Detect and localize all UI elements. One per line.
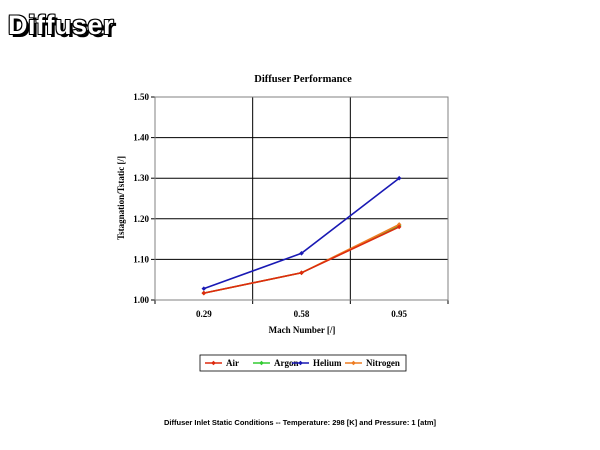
legend-marker-nitrogen bbox=[351, 360, 356, 366]
data-point-helium bbox=[299, 251, 304, 256]
data-point-air bbox=[396, 224, 402, 230]
x-tick-label: 0.58 bbox=[294, 309, 310, 319]
y-tick-labels: 1.00 1.10 1.20 1.30 1.40 1.50 bbox=[133, 92, 149, 305]
x-tick-label: 0.95 bbox=[391, 309, 407, 319]
legend-label-air: Air bbox=[226, 358, 239, 368]
legend-marker-air bbox=[211, 360, 216, 366]
y-tick-label: 1.10 bbox=[133, 254, 149, 264]
y-tick-label: 1.30 bbox=[133, 173, 149, 183]
chart-title: Diffuser Performance bbox=[254, 74, 352, 85]
data-point-air bbox=[201, 290, 207, 296]
legend-label-helium: Helium bbox=[313, 358, 342, 368]
y-tick-label: 1.50 bbox=[133, 92, 149, 102]
series-lines bbox=[201, 175, 402, 296]
y-tick-label: 1.00 bbox=[133, 295, 149, 305]
data-point-helium bbox=[201, 286, 207, 291]
x-tick-label: 0.29 bbox=[196, 309, 212, 319]
plot-border bbox=[154, 96, 449, 301]
plot-area bbox=[155, 97, 448, 300]
legend-label-argon: Argon bbox=[274, 358, 299, 368]
data-point-nitrogen bbox=[396, 222, 402, 227]
legend-marker-argon bbox=[259, 360, 264, 366]
data-point-helium bbox=[396, 175, 402, 181]
y-tick-label: 1.20 bbox=[133, 214, 149, 224]
grid bbox=[151, 96, 449, 304]
slide-title: Diffuser bbox=[8, 10, 115, 40]
y-axis-label: Tstagnation/Tstatic [/] bbox=[116, 156, 126, 240]
legend-label-nitrogen: Nitrogen bbox=[366, 358, 400, 368]
conditions-footnote: Diffuser Inlet Static Conditions -- Temp… bbox=[164, 418, 436, 427]
data-point-air bbox=[299, 270, 304, 276]
legend-marker-helium bbox=[298, 360, 303, 366]
x-tick-labels: 0.29 0.58 0.95 bbox=[196, 309, 408, 319]
legend: Air Argon Helium Nitrogen bbox=[205, 358, 400, 368]
y-tick-label: 1.40 bbox=[133, 133, 149, 143]
x-axis-label: Mach Number [/] bbox=[269, 325, 336, 335]
